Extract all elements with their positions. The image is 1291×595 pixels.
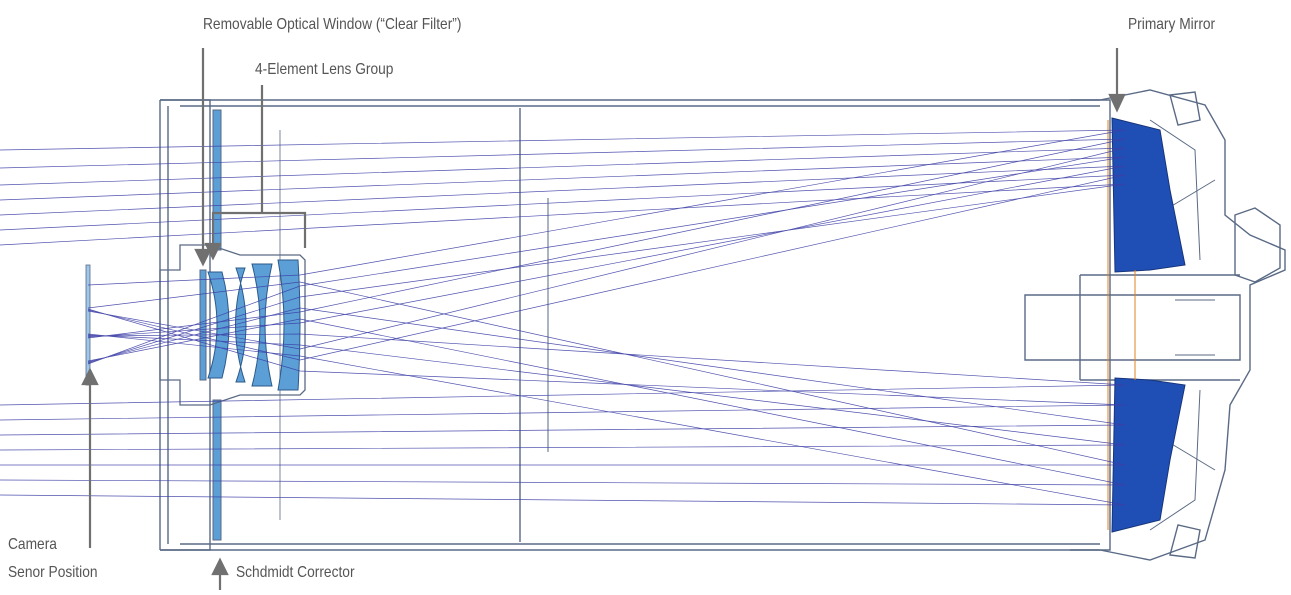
label-lens-group: 4-Element Lens Group: [255, 61, 394, 78]
light-ray: [0, 333, 1126, 506]
lens-group-4-element: [207, 259, 301, 391]
primary-mirror-bottom: [1111, 377, 1186, 533]
mirror-baffle-accent: [1107, 120, 1136, 530]
lens-element-1: [207, 271, 230, 379]
label-sensor-position: Senor Position: [8, 564, 98, 581]
camera-sensor: [85, 264, 91, 386]
rear-knob-bottom: [1169, 524, 1201, 559]
lens-element-3: [251, 263, 273, 387]
light-ray: [0, 129, 1126, 286]
label-schmidt-corrector: Schdmidt Corrector: [236, 564, 355, 581]
callout-arrows: [81, 48, 1126, 590]
bracket-lens-group: [211, 85, 307, 248]
rear-knob-top: [1169, 91, 1201, 126]
tube-top-wall: [160, 99, 1100, 107]
label-removable-optical-window: Removable Optical Window (“Clear Filter”…: [203, 16, 462, 33]
removable-optical-window-glass: [199, 269, 207, 381]
light-ray: [0, 165, 1126, 338]
schmidt-corrector-top: [212, 109, 222, 251]
center-baffle-tube: [1024, 274, 1241, 381]
label-camera: Camera: [8, 536, 57, 553]
lens-element-4: [277, 259, 301, 391]
lens-element-2: [235, 267, 247, 383]
arrow-camera-sensor: [81, 367, 99, 548]
arrow-lens-group-tip: [204, 242, 222, 261]
label-primary-mirror: Primary Mirror: [1128, 16, 1216, 33]
rear-cell-outline: [1099, 89, 1286, 561]
light-ray: [0, 307, 1126, 436]
rear-mechanics: [1149, 119, 1216, 531]
tube-rear-cap: [1070, 99, 1111, 551]
primary-mirror-top: [1111, 117, 1186, 273]
arrow-schmidt-corrector: [211, 557, 229, 590]
optical-tube: [159, 89, 1286, 561]
arrow-primary-mirror: [1108, 48, 1126, 113]
light-ray: [0, 334, 1126, 451]
light-ray: [0, 318, 1126, 486]
light-ray: [0, 138, 1126, 339]
light-rays: [0, 129, 1126, 506]
lens-housing: [159, 244, 306, 406]
light-ray: [0, 174, 1126, 361]
light-ray: [0, 183, 1126, 364]
schmidt-corrector-bottom: [212, 399, 222, 541]
light-ray: [0, 281, 1126, 466]
light-ray: [0, 156, 1126, 365]
arrow-removable-window: [194, 48, 212, 267]
tube-bottom-wall: [160, 543, 1100, 551]
